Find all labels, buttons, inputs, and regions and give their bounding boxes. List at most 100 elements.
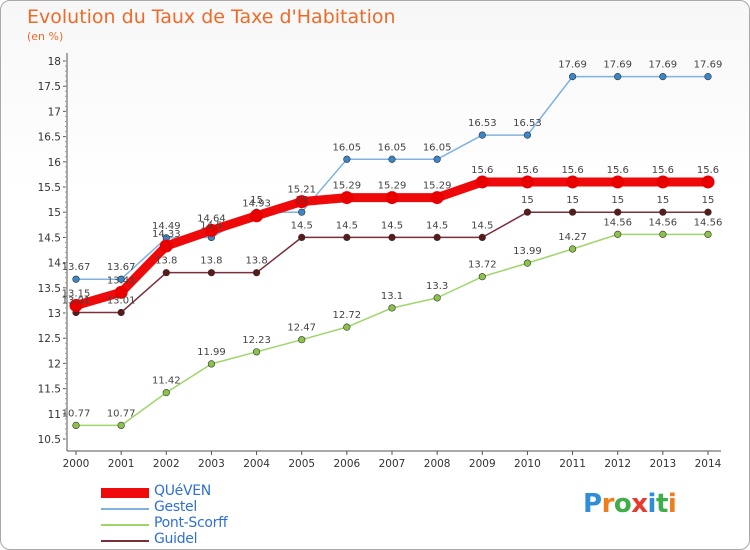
data-label-guidel: 14.5 bbox=[381, 220, 403, 231]
data-label-guidel: 15 bbox=[566, 195, 579, 206]
data-label-gestel: 13.67 bbox=[62, 262, 91, 273]
data-label-guidel: 15 bbox=[702, 195, 715, 206]
data-point-pont-scorff bbox=[568, 245, 577, 253]
data-label-qu-ven: 15.29 bbox=[423, 181, 452, 192]
legend-label: Guidel bbox=[154, 531, 198, 547]
y-tick-label: 16.5 bbox=[38, 132, 61, 144]
x-tick-label: 2012 bbox=[604, 458, 631, 470]
data-point-qu-ven bbox=[114, 285, 128, 299]
data-label-guidel: 15 bbox=[521, 195, 534, 206]
data-point-pont-scorff bbox=[343, 323, 351, 331]
data-label-qu-ven: 15.6 bbox=[561, 165, 583, 176]
data-point-guidel bbox=[478, 233, 486, 241]
data-label-qu-ven: 14.33 bbox=[152, 229, 181, 240]
data-point-qu-ven bbox=[566, 175, 580, 189]
data-point-gestel bbox=[117, 275, 125, 283]
y-tick-label: 16 bbox=[48, 157, 62, 169]
data-label-pont-scorff: 14.27 bbox=[558, 232, 587, 243]
data-label-qu-ven: 15.6 bbox=[607, 165, 629, 176]
data-point-pont-scorff bbox=[433, 294, 441, 302]
data-label-pont-scorff: 14.56 bbox=[603, 217, 632, 228]
proxiti-logo: Proxiti bbox=[583, 489, 677, 519]
data-label-qu-ven: 14.93 bbox=[242, 199, 271, 210]
data-label-qu-ven: 13.15 bbox=[62, 288, 91, 299]
y-tick-label: 11.5 bbox=[38, 384, 61, 396]
data-point-pont-scorff bbox=[72, 421, 80, 429]
legend-swatch bbox=[101, 508, 149, 510]
y-tick-label: 13 bbox=[48, 308, 61, 320]
data-point-pont-scorff bbox=[298, 336, 306, 344]
data-label-qu-ven: 13.41 bbox=[107, 275, 136, 286]
x-tick-label: 2001 bbox=[108, 458, 135, 470]
legend-label: Gestel bbox=[154, 499, 197, 515]
data-label-gestel: 13.67 bbox=[107, 262, 136, 273]
data-point-guidel bbox=[659, 208, 667, 216]
data-label-pont-scorff: 11.42 bbox=[152, 376, 181, 387]
x-tick-label: 2011 bbox=[559, 458, 586, 470]
y-tick-label: 10.5 bbox=[38, 434, 61, 446]
legend-swatch bbox=[101, 524, 149, 526]
data-point-qu-ven bbox=[295, 195, 309, 209]
data-point-guidel bbox=[568, 208, 577, 216]
x-tick-label: 2005 bbox=[288, 458, 315, 470]
data-label-qu-ven: 15.6 bbox=[652, 165, 674, 176]
data-point-gestel bbox=[478, 131, 486, 139]
data-point-qu-ven bbox=[430, 191, 444, 205]
y-tick-label: 12.5 bbox=[38, 333, 61, 345]
data-point-pont-scorff bbox=[162, 389, 170, 397]
data-label-gestel: 17.69 bbox=[694, 60, 723, 71]
data-point-gestel bbox=[343, 155, 351, 163]
data-label-gestel: 14.49 bbox=[152, 221, 181, 232]
y-tick-label: 12 bbox=[48, 358, 61, 370]
data-label-qu-ven: 15.6 bbox=[516, 165, 538, 176]
x-tick-label: 2013 bbox=[649, 458, 676, 470]
data-label-pont-scorff: 10.77 bbox=[62, 408, 91, 419]
data-label-guidel: 14.5 bbox=[426, 220, 448, 231]
data-point-qu-ven bbox=[159, 239, 173, 253]
data-point-pont-scorff bbox=[388, 304, 396, 312]
data-point-guidel bbox=[614, 208, 622, 216]
data-point-qu-ven bbox=[475, 175, 489, 189]
data-label-guidel: 13.01 bbox=[62, 295, 91, 306]
data-label-qu-ven: 15.6 bbox=[697, 165, 719, 176]
x-tick-label: 2007 bbox=[379, 458, 406, 470]
data-label-gestel: 16.53 bbox=[468, 118, 497, 129]
data-label-pont-scorff: 10.77 bbox=[107, 408, 136, 419]
data-label-pont-scorff: 12.47 bbox=[287, 323, 316, 334]
data-point-gestel bbox=[433, 155, 441, 163]
data-label-guidel: 13.8 bbox=[245, 256, 267, 267]
logo-letter: r bbox=[601, 489, 615, 519]
data-label-gestel: 16.05 bbox=[333, 142, 362, 153]
data-point-qu-ven bbox=[520, 175, 534, 189]
legend-label: Pont-Scorff bbox=[154, 515, 228, 531]
data-label-pont-scorff: 12.23 bbox=[242, 335, 271, 346]
logo-letter: P bbox=[583, 489, 602, 519]
x-tick-label: 2014 bbox=[695, 458, 722, 470]
data-point-qu-ven bbox=[204, 223, 218, 237]
data-label-gestel: 14.5 bbox=[200, 220, 222, 231]
data-label-pont-scorff: 13.3 bbox=[426, 281, 448, 292]
data-label-guidel: 13.01 bbox=[107, 295, 136, 306]
legend-swatch bbox=[101, 540, 149, 542]
x-tick-label: 2009 bbox=[469, 458, 496, 470]
data-label-guidel: 13.8 bbox=[155, 256, 177, 267]
data-label-gestel: 17.69 bbox=[649, 60, 678, 71]
data-point-qu-ven bbox=[656, 175, 670, 189]
y-tick-label: 15 bbox=[48, 207, 61, 219]
data-point-guidel bbox=[207, 269, 216, 277]
legend-label: QUéVEN bbox=[154, 483, 211, 499]
data-point-pont-scorff bbox=[523, 259, 532, 267]
data-label-guidel: 13.8 bbox=[200, 256, 222, 267]
data-point-guidel bbox=[523, 208, 532, 216]
data-label-gestel: 16.05 bbox=[423, 142, 452, 153]
data-point-pont-scorff bbox=[252, 348, 261, 356]
data-label-pont-scorff: 12.72 bbox=[333, 310, 362, 321]
data-label-qu-ven: 15.29 bbox=[378, 181, 407, 192]
data-label-qu-ven: 15.29 bbox=[333, 181, 362, 192]
data-label-gestel: 16.05 bbox=[378, 142, 407, 153]
data-label-gestel: 17.69 bbox=[603, 60, 632, 71]
data-point-qu-ven bbox=[385, 191, 399, 205]
x-tick-label: 2010 bbox=[514, 458, 541, 470]
